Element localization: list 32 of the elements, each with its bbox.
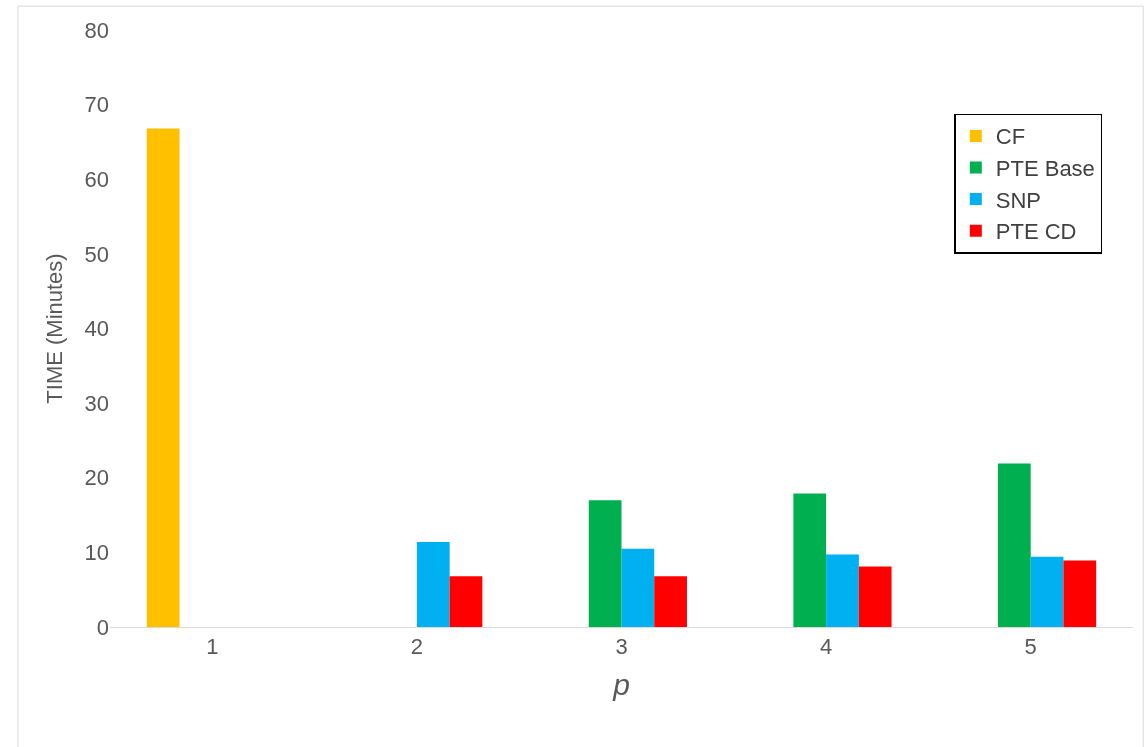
x-tick-label: 1 (206, 634, 219, 660)
y-tick-label: 40 (84, 316, 109, 342)
y-tick-label: 10 (84, 540, 109, 566)
bar (1063, 560, 1097, 627)
y-tick-label: 50 (84, 241, 109, 267)
y-tick-label: 70 (84, 92, 109, 118)
bar (654, 576, 687, 627)
bar (858, 566, 892, 627)
y-tick-label: 0 (96, 614, 109, 640)
y-tick-label: 60 (84, 166, 109, 192)
bar (826, 554, 859, 627)
legend-label: CF (995, 124, 1026, 150)
y-tick-label: 20 (84, 465, 109, 491)
bar (1030, 556, 1064, 627)
bar (416, 541, 450, 627)
legend-label: PTE CD (995, 219, 1077, 245)
y-tick-label: 30 (84, 390, 109, 416)
x-tick-label: 4 (819, 634, 833, 660)
bar (146, 128, 180, 627)
x-tick-label: 5 (1024, 634, 1037, 660)
legend-label: SNP (995, 187, 1042, 213)
x-tick-label: 3 (615, 634, 628, 660)
x-tick-label: 2 (410, 634, 424, 660)
bar (449, 576, 483, 627)
x-axis-title: p (612, 667, 630, 701)
bar (793, 493, 827, 627)
bar (997, 463, 1031, 627)
bar (588, 500, 622, 627)
y-tick-label: 80 (84, 17, 109, 43)
y-axis-title: TIME (Minutes) (42, 253, 68, 404)
bar (621, 548, 655, 627)
legend-label: PTE Base (995, 156, 1095, 182)
